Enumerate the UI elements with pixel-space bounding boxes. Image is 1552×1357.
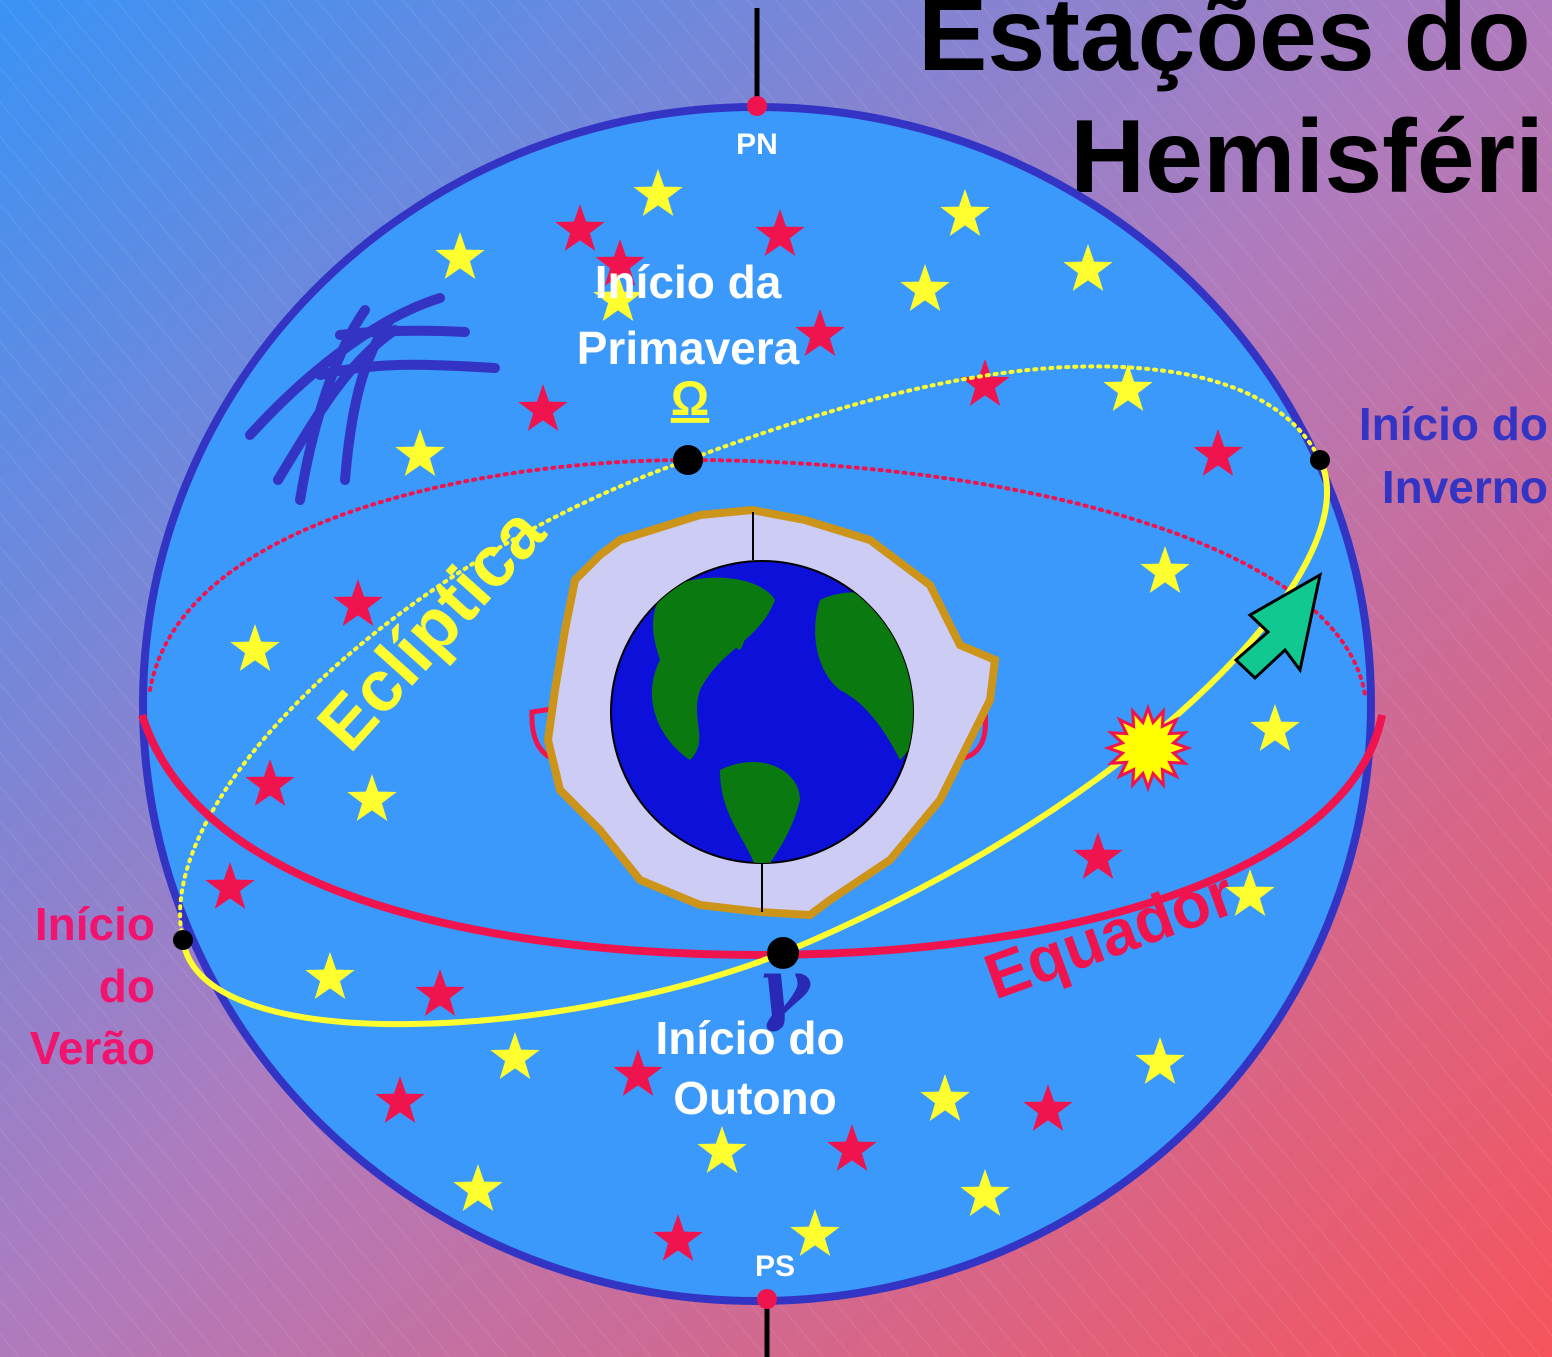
spring-label: Primavera: [577, 322, 800, 374]
summer-label: do: [99, 960, 155, 1012]
equinox-point: [673, 445, 703, 475]
winter-label: Inverno: [1382, 461, 1548, 513]
pole: [757, 1289, 777, 1309]
sun: [1108, 708, 1188, 788]
pole: [747, 96, 767, 116]
title-line: Hemisféri: [1070, 99, 1544, 215]
aries-symbol: γ: [757, 940, 813, 1034]
libra-symbol: Ω: [671, 373, 709, 426]
title-line: Estações do: [918, 0, 1531, 93]
pole-label: PS: [755, 1250, 795, 1283]
spring-label: Início da: [595, 256, 782, 308]
solstice-point: [173, 930, 193, 950]
autumn-label: Início do: [655, 1012, 844, 1064]
winter-label: Início do: [1359, 398, 1548, 450]
solstice-point: [1310, 450, 1330, 470]
diagram: Estações do Hemisféri PN PS Início da: [0, 0, 1552, 1357]
summer-label: Início: [35, 898, 155, 950]
summer-label: Verão: [30, 1022, 155, 1074]
autumn-label: Outono: [673, 1072, 837, 1124]
pole-label: PN: [736, 128, 778, 161]
